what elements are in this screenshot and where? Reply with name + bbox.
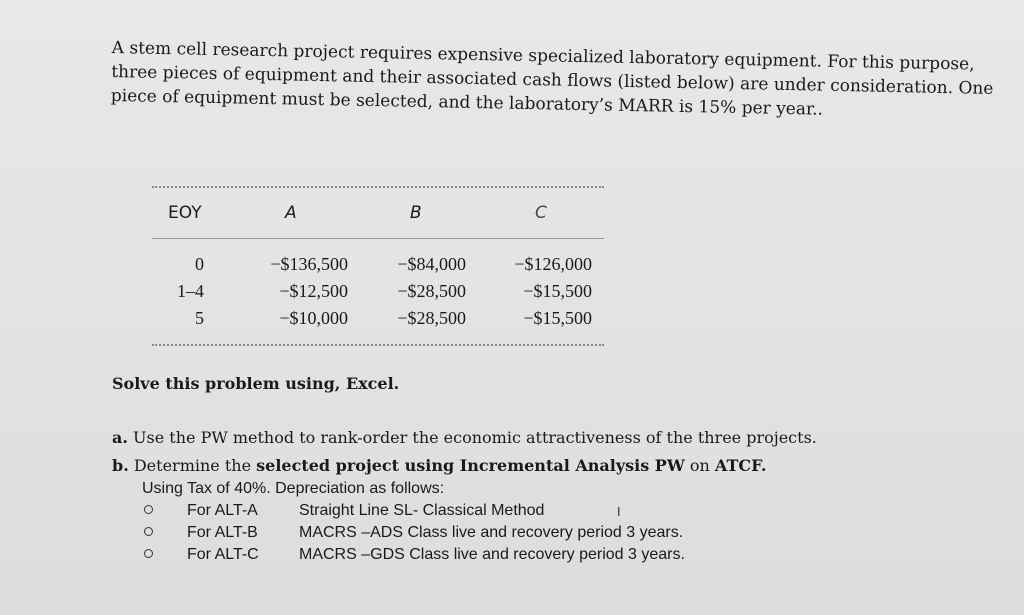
cell-a: −$10,000 <box>279 308 348 328</box>
cell-c: −$15,500 <box>523 281 592 301</box>
cell-b: −$84,000 <box>397 254 466 274</box>
table-row: 0 −$136,500 −$84,000 −$126,000 <box>152 254 604 282</box>
cash-flow-table: EOY A B C 0 −$136,500 −$84,000 −$126,000… <box>152 186 604 346</box>
table-bottom-rule <box>152 344 604 346</box>
solve-instruction: Solve this problem using, Excel. <box>112 374 400 393</box>
problem-statement: A stem cell research project requires ex… <box>111 36 1012 125</box>
alt-description: Straight Line SL- Classical Method <box>299 502 545 519</box>
table-row: 5 −$10,000 −$28,500 −$15,500 <box>152 308 604 336</box>
cell-a: −$136,500 <box>270 254 348 274</box>
hollow-circle-bullet-icon <box>144 527 153 536</box>
header-eoy: EOY <box>168 203 202 223</box>
cell-eoy: 1–4 <box>177 281 204 301</box>
header-b: B <box>410 203 422 223</box>
header-c: C <box>535 203 547 223</box>
table-header-rule <box>152 238 604 239</box>
alt-description: MACRS –GDS Class live and recovery perio… <box>299 546 685 563</box>
cell-b: −$28,500 <box>397 308 466 328</box>
hollow-circle-bullet-icon <box>144 549 153 558</box>
text-cursor-icon: Ⅰ <box>617 505 621 519</box>
question-a-label: a. <box>112 428 128 447</box>
table-top-rule <box>152 186 604 188</box>
question-a: a. Use the PW method to rank-order the e… <box>112 428 817 447</box>
cell-eoy: 0 <box>195 254 204 274</box>
alt-description: MACRS –ADS Class live and recovery perio… <box>299 524 684 541</box>
tax-line: Using Tax of 40%. Depreciation as follow… <box>142 480 445 497</box>
list-item: For ALT-B MACRS –ADS Class live and reco… <box>144 524 844 546</box>
question-b-text: Determine the <box>128 456 257 475</box>
list-item: For ALT-A Straight Line SL- Classical Me… <box>144 502 844 524</box>
question-b-bold-text: selected project using Incremental Analy… <box>256 456 685 475</box>
table-row: 1–4 −$12,500 −$28,500 −$15,500 <box>152 281 604 309</box>
alt-name: For ALT-B <box>187 524 258 541</box>
alt-name: For ALT-C <box>187 546 259 563</box>
question-b: b. Determine the selected project using … <box>112 456 766 475</box>
cell-eoy: 5 <box>195 308 204 328</box>
alt-name: For ALT-A <box>187 502 258 519</box>
cell-b: −$28,500 <box>397 281 466 301</box>
question-b-label: b. <box>112 456 129 475</box>
cell-a: −$12,500 <box>279 281 348 301</box>
cell-c: −$126,000 <box>514 254 592 274</box>
list-item: For ALT-C MACRS –GDS Class live and reco… <box>144 546 844 568</box>
header-a: A <box>285 203 297 223</box>
question-b-mid-text: on <box>684 456 715 475</box>
question-a-text: Use the PW method to rank-order the econ… <box>127 428 817 447</box>
hollow-circle-bullet-icon <box>144 505 153 514</box>
question-b-end-text: ATCF. <box>714 456 767 475</box>
cell-c: −$15,500 <box>523 308 592 328</box>
